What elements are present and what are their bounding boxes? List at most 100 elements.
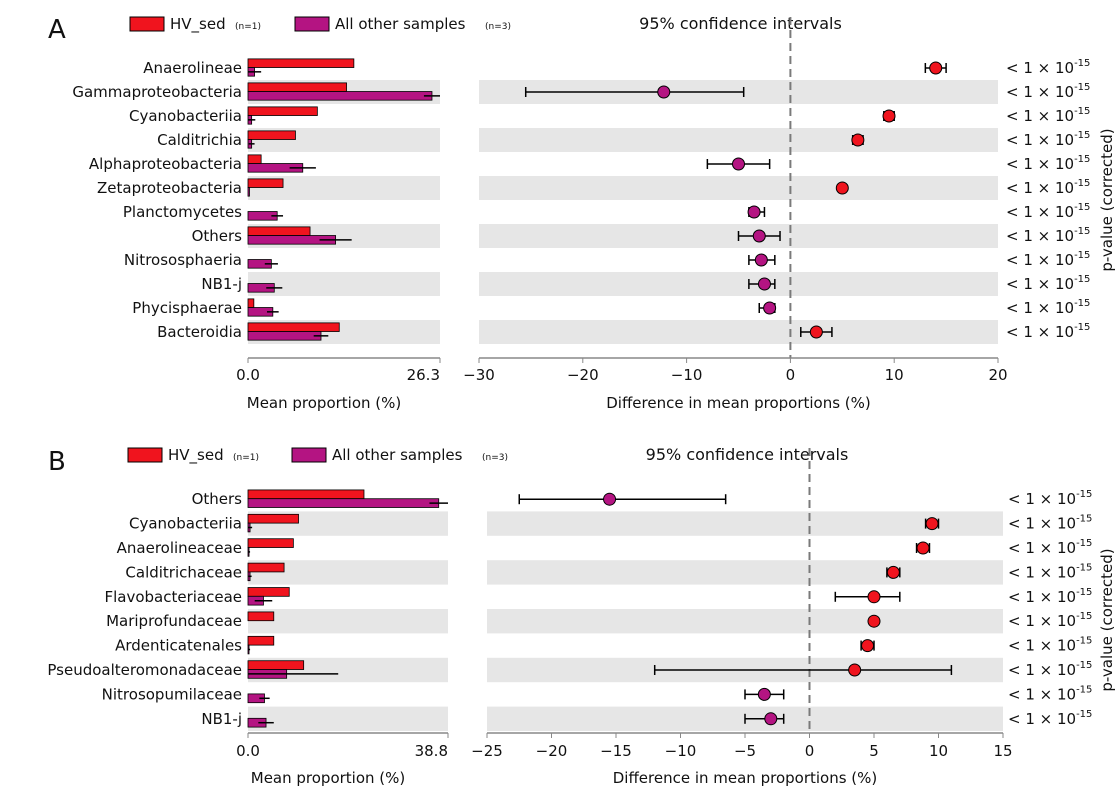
category-label: Alphaproteobacteria <box>89 155 242 173</box>
diff-point <box>603 492 617 506</box>
category-label: Ardenticatenales <box>115 637 242 655</box>
p-value-label: < 1 × 10-15 <box>1008 684 1092 703</box>
row-stripe-diff <box>479 272 998 296</box>
bar-hv-sed <box>247 154 262 164</box>
row-stripe-diff <box>487 511 1003 536</box>
p-value-label: < 1 × 10-15 <box>1008 514 1092 533</box>
diff-point <box>848 663 862 677</box>
p-value-label: < 1 × 10-15 <box>1008 611 1092 630</box>
p-value-label: < 1 × 10-15 <box>1008 587 1092 606</box>
row-stripe-diff <box>487 560 1003 585</box>
p-value-label: < 1 × 10-15 <box>1006 226 1090 245</box>
legend-n-others: (n=3) <box>482 453 508 463</box>
panel-a: A HV_sed (n=1) All other samples (n=3) 95% co… <box>48 14 1116 412</box>
diff-point <box>867 614 881 628</box>
diff-point <box>835 181 849 195</box>
p-value-label: < 1 × 10-15 <box>1006 202 1090 221</box>
bar-hv-sed <box>247 106 318 116</box>
diff-point <box>757 277 771 291</box>
p-value-label: < 1 × 10-15 <box>1006 130 1090 149</box>
panel-letter: A <box>48 15 66 45</box>
bar-hv-sed <box>247 513 299 524</box>
p-value-base: < 1 × 10 <box>1006 155 1074 173</box>
category-label: Phycisphaerae <box>132 299 242 317</box>
p-value-base: < 1 × 10 <box>1006 323 1074 341</box>
diff-point <box>763 301 777 315</box>
bar-tick-label: 0.0 <box>236 366 260 384</box>
category-label: Cyanobacteriia <box>129 515 242 533</box>
p-value-exponent: -15 <box>1076 562 1092 573</box>
category-label: Others <box>192 227 243 245</box>
p-value-base: < 1 × 10 <box>1006 251 1074 269</box>
p-value-base: < 1 × 10 <box>1008 539 1076 557</box>
row-stripe-diff <box>479 176 998 200</box>
bar-hv-sed <box>247 226 311 236</box>
bar-hv-sed <box>247 611 275 622</box>
diff-point <box>886 565 900 579</box>
panel-letter: B <box>48 447 66 477</box>
diff-tick-label: −5 <box>734 742 756 760</box>
legend-label-hv-sed: HV_sed <box>170 15 226 34</box>
p-value-exponent: -15 <box>1074 274 1090 285</box>
bar-hv-sed <box>247 562 285 573</box>
bar-others <box>247 331 322 341</box>
p-value-base: < 1 × 10 <box>1008 490 1076 508</box>
p-value-label: < 1 × 10-15 <box>1006 250 1090 269</box>
bar-hv-sed <box>247 178 284 188</box>
diff-point <box>754 253 768 267</box>
diff-point <box>929 61 943 75</box>
p-value-exponent: -15 <box>1076 611 1092 622</box>
p-value-label: < 1 × 10-15 <box>1008 489 1092 508</box>
p-value-base: < 1 × 10 <box>1006 59 1074 77</box>
diff-point <box>747 205 761 219</box>
diff-point <box>851 133 865 147</box>
diff-tick-label: −20 <box>567 366 599 384</box>
diff-point <box>916 541 930 555</box>
legend-label-others: All other samples <box>332 446 463 464</box>
diff-tick-label: −30 <box>463 366 495 384</box>
legend-swatch-hv-sed <box>127 447 163 463</box>
category-label: Mariprofundaceae <box>106 612 242 630</box>
p-value-label: < 1 × 10-15 <box>1006 298 1090 317</box>
p-value-label: < 1 × 10-15 <box>1006 58 1090 77</box>
category-label: Anaerolineae <box>143 59 242 77</box>
p-value-exponent: -15 <box>1074 226 1090 237</box>
p-value-base: < 1 × 10 <box>1008 588 1076 606</box>
p-value-label: < 1 × 10-15 <box>1006 106 1090 125</box>
p-value-exponent: -15 <box>1074 58 1090 69</box>
bar-tick-label: 26.3 <box>407 366 440 384</box>
row-stripe-diff <box>479 128 998 152</box>
row-stripe-bar <box>248 706 448 731</box>
diff-tick-label: 0 <box>786 366 796 384</box>
diff-tick-label: −25 <box>471 742 503 760</box>
bar-hv-sed <box>247 322 340 332</box>
diff-point <box>861 639 875 653</box>
legend-n-others: (n=3) <box>485 22 511 32</box>
p-value-label: < 1 × 10-15 <box>1008 636 1092 655</box>
legend-swatch-others <box>291 447 327 463</box>
p-value-exponent: -15 <box>1074 298 1090 309</box>
p-value-exponent: -15 <box>1076 684 1092 695</box>
diff-tick-label: −10 <box>665 742 697 760</box>
p-value-exponent: -15 <box>1076 660 1092 671</box>
p-value-exponent: -15 <box>1076 489 1092 500</box>
diff-point <box>732 157 745 171</box>
p-value-base: < 1 × 10 <box>1006 203 1074 221</box>
p-value-base: < 1 × 10 <box>1008 637 1076 655</box>
p-value-base: < 1 × 10 <box>1008 710 1076 728</box>
row-stripe-bar <box>248 272 440 296</box>
category-label: Gammaproteobacteria <box>72 83 242 101</box>
diff-tick-label: 0 <box>805 742 815 760</box>
bar-others <box>247 187 250 197</box>
bar-hv-sed <box>247 635 275 646</box>
category-label: Others <box>192 490 243 508</box>
diff-point <box>809 325 823 339</box>
diff-point <box>882 109 896 123</box>
pvalue-axis-label: p-value (corrected) <box>1098 548 1116 691</box>
ci-title: 95% confidence intervals <box>646 445 849 464</box>
diff-tick-label: 10 <box>885 366 904 384</box>
diff-x-axis-label: Difference in mean proportions (%) <box>613 769 878 787</box>
diff-x-axis-label: Difference in mean proportions (%) <box>606 394 871 412</box>
